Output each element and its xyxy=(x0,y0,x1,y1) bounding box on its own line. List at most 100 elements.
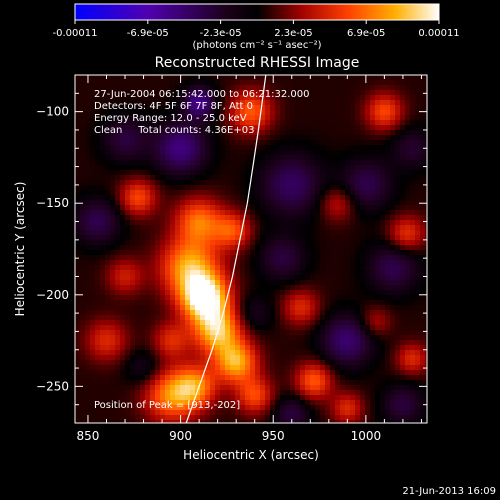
heatmap-cell xyxy=(165,250,171,256)
heatmap-cell xyxy=(170,315,176,321)
heatmap-cell xyxy=(175,80,181,86)
heatmap-cell xyxy=(85,405,91,411)
heatmap-cell xyxy=(85,215,91,221)
heatmap-cell xyxy=(295,170,301,176)
heatmap-cell xyxy=(95,260,101,266)
heatmap-cell xyxy=(320,370,326,376)
heatmap-cell xyxy=(380,75,386,81)
heatmap-cell xyxy=(390,300,396,306)
heatmap-cell xyxy=(340,365,346,371)
heatmap-cell xyxy=(270,400,276,406)
heatmap-cell xyxy=(80,120,86,126)
heatmap-cell xyxy=(295,95,301,101)
heatmap-cell xyxy=(225,190,231,196)
heatmap-cell xyxy=(290,205,296,211)
heatmap-cell xyxy=(105,320,111,326)
heatmap-cell xyxy=(105,135,111,141)
heatmap-cell xyxy=(425,280,427,286)
heatmap-cell xyxy=(420,340,426,346)
heatmap-cell xyxy=(255,185,261,191)
heatmap-cell xyxy=(75,145,81,151)
heatmap-cell xyxy=(340,320,346,326)
heatmap-cell xyxy=(235,75,241,81)
heatmap-cell xyxy=(80,80,86,86)
heatmap-cell xyxy=(155,145,161,151)
heatmap-cell xyxy=(210,145,216,151)
heatmap-cell xyxy=(240,115,246,121)
heatmap-cell xyxy=(175,120,181,126)
heatmap-cell xyxy=(245,265,251,271)
heatmap-cell xyxy=(210,105,216,111)
heatmap-cell xyxy=(145,355,151,361)
heatmap-cell xyxy=(150,345,156,351)
heatmap-cell xyxy=(410,305,416,311)
heatmap-cell xyxy=(150,250,156,256)
heatmap-cell xyxy=(405,255,411,261)
heatmap-cell xyxy=(130,145,136,151)
heatmap-cell xyxy=(400,360,406,366)
heatmap-cell xyxy=(205,390,211,396)
heatmap-cell xyxy=(195,285,201,291)
heatmap-cell xyxy=(135,195,141,201)
heatmap-cell xyxy=(180,90,186,96)
heatmap-cell xyxy=(365,135,371,141)
heatmap-cell xyxy=(320,375,326,381)
heatmap-cell xyxy=(165,230,171,236)
heatmap-cell xyxy=(200,310,206,316)
heatmap-cell xyxy=(345,355,351,361)
heatmap-cell xyxy=(290,140,296,146)
heatmap-cell xyxy=(340,90,346,96)
heatmap-cell xyxy=(280,110,286,116)
heatmap-cell xyxy=(285,255,291,261)
heatmap-cell xyxy=(405,235,411,241)
heatmap-cell xyxy=(165,165,171,171)
heatmap-cell xyxy=(375,410,381,416)
heatmap-cell xyxy=(145,255,151,261)
heatmap-cell xyxy=(245,125,251,131)
heatmap-cell xyxy=(140,380,146,386)
heatmap-cell xyxy=(175,335,181,341)
heatmap-cell xyxy=(390,95,396,101)
heatmap-cell xyxy=(355,410,361,416)
heatmap-cell xyxy=(165,295,171,301)
heatmap-cell xyxy=(125,420,131,423)
heatmap-cell xyxy=(255,330,261,336)
heatmap-cell xyxy=(315,390,321,396)
heatmap-cell xyxy=(365,295,371,301)
heatmap-cell xyxy=(115,265,121,271)
heatmap-cell xyxy=(165,330,171,336)
heatmap-cell xyxy=(205,205,211,211)
heatmap-cell xyxy=(260,415,266,421)
heatmap-cell xyxy=(395,85,401,91)
heatmap-cell xyxy=(95,355,101,361)
heatmap-cell xyxy=(215,290,221,296)
heatmap-cell xyxy=(175,405,181,411)
heatmap-cell xyxy=(215,270,221,276)
heatmap-cell xyxy=(260,380,266,386)
heatmap-cell xyxy=(140,220,146,226)
heatmap-cell xyxy=(345,215,351,221)
heatmap-cell xyxy=(165,320,171,326)
heatmap-cell xyxy=(110,365,116,371)
heatmap-cell xyxy=(335,165,341,171)
heatmap-cell xyxy=(350,165,356,171)
heatmap-cell xyxy=(100,135,106,141)
heatmap-cell xyxy=(90,110,96,116)
heatmap-cell xyxy=(395,220,401,226)
heatmap-cell xyxy=(200,230,206,236)
heatmap-cell xyxy=(415,110,421,116)
heatmap-cell xyxy=(410,355,416,361)
heatmap-cell xyxy=(375,150,381,156)
heatmap-cell xyxy=(365,270,371,276)
heatmap-cell xyxy=(415,185,421,191)
heatmap-cell xyxy=(210,130,216,136)
heatmap-cell xyxy=(405,175,411,181)
heatmap-cell xyxy=(160,385,166,391)
heatmap-cell xyxy=(360,330,366,336)
heatmap-cell xyxy=(415,340,421,346)
heatmap-cell xyxy=(125,335,131,341)
heatmap-cell xyxy=(190,120,196,126)
heatmap-cell xyxy=(175,315,181,321)
heatmap-cell xyxy=(425,85,427,91)
heatmap-cell xyxy=(125,240,131,246)
